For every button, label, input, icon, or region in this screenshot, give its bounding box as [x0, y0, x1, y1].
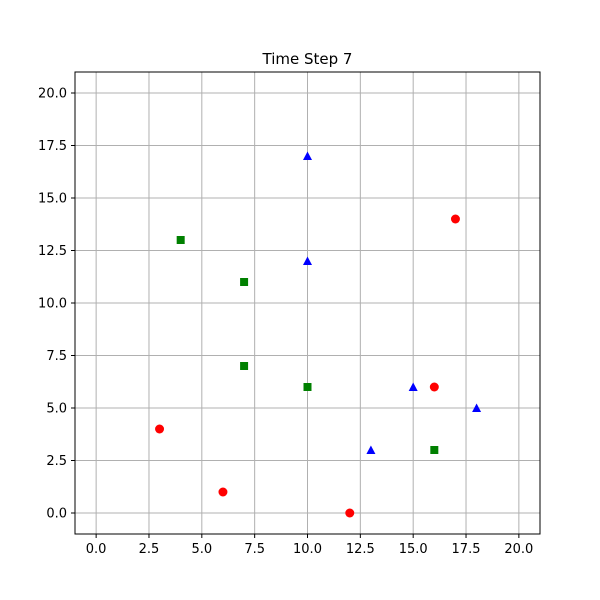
y-tick-label-6: 15.0 [38, 192, 67, 207]
triangle-marker-2-4 [472, 403, 482, 412]
y-tick-label-2: 5.0 [46, 402, 67, 417]
square-marker-1-4 [430, 446, 439, 454]
square-marker-1-1 [240, 278, 249, 286]
square-marker-1-0 [176, 236, 185, 244]
y-tick-label-7: 17.5 [38, 139, 67, 154]
triangle-marker-2-0 [303, 151, 312, 160]
x-tick-label-6: 15.0 [399, 542, 428, 557]
x-tick-label-2: 5.0 [191, 542, 212, 557]
x-tick-label-8: 20.0 [504, 542, 533, 557]
x-tick-label-1: 2.5 [139, 542, 160, 557]
y-tick-label-0: 0.0 [46, 507, 67, 522]
circle-marker-0-0 [155, 424, 165, 434]
data-markers [155, 151, 482, 518]
grid-lines [75, 72, 540, 534]
y-tick-label-8: 20.0 [38, 87, 67, 102]
y-tick-label-4: 10.0 [38, 297, 67, 312]
circle-marker-0-1 [218, 487, 228, 497]
axis-ticks: 0.0 2.5 5.0 7.5 10.0 12.5 15.0 17.5 20.0 0.0 2.5 5.… [38, 87, 533, 558]
triangle-marker-2-2 [366, 445, 376, 454]
x-tick-label-0: 0.0 [86, 542, 107, 557]
chart-title: Time Step 7 [262, 50, 353, 68]
circle-marker-0-4 [450, 214, 460, 224]
circle-marker-0-3 [429, 382, 439, 392]
x-tick-label-3: 7.5 [244, 542, 265, 557]
x-tick-label-7: 17.5 [452, 542, 481, 557]
x-tick-label-4: 10.0 [293, 542, 322, 557]
x-tick-label-5: 12.5 [346, 542, 375, 557]
y-tick-label-3: 7.5 [46, 349, 67, 364]
triangle-marker-2-3 [408, 382, 418, 391]
square-marker-1-2 [240, 362, 249, 370]
square-marker-1-3 [303, 383, 312, 391]
triangle-marker-2-1 [303, 256, 312, 265]
y-tick-label-1: 2.5 [46, 454, 67, 469]
y-tick-label-5: 12.5 [38, 244, 67, 259]
circle-marker-0-2 [345, 508, 355, 518]
